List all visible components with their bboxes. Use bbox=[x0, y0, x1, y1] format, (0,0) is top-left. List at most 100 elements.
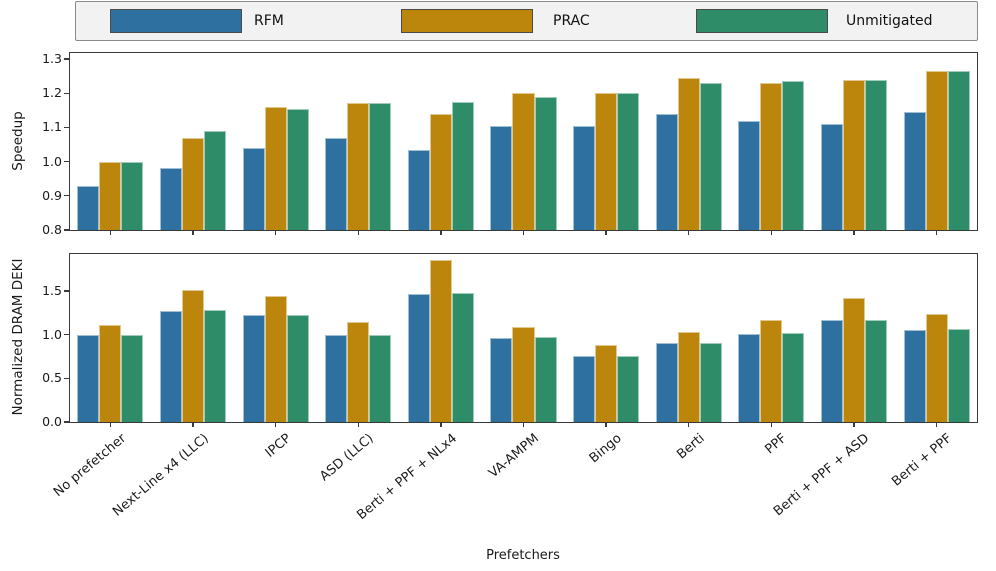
bar-rfm bbox=[573, 355, 596, 422]
bar-rfm bbox=[490, 125, 513, 230]
bar-prac bbox=[677, 332, 700, 422]
x-tick-mark bbox=[357, 422, 359, 427]
bar-prac bbox=[264, 296, 287, 422]
bar-unmitigated bbox=[369, 103, 392, 230]
bar-rfm bbox=[407, 293, 430, 422]
bar-prac bbox=[843, 298, 866, 422]
y-tick-label: 1.0 bbox=[42, 326, 62, 342]
legend-swatch-rfm bbox=[110, 9, 242, 33]
bar-rfm bbox=[655, 343, 678, 422]
bar-prac bbox=[925, 313, 948, 422]
bar-rfm bbox=[820, 123, 844, 230]
bar-rfm bbox=[159, 168, 182, 230]
x-category-label: ASD (LLC) bbox=[317, 431, 377, 485]
x-tick-mark bbox=[522, 230, 525, 235]
bar-prac bbox=[512, 326, 535, 422]
x-category-label: Berti bbox=[674, 431, 708, 463]
bar-rfm bbox=[820, 319, 844, 422]
x-tick-mark bbox=[109, 230, 111, 235]
x-tick-mark bbox=[935, 422, 938, 427]
y-tick-label: 1.0 bbox=[42, 153, 62, 169]
bar-prac bbox=[429, 113, 452, 230]
x-tick-mark bbox=[605, 422, 607, 427]
x-category-label: Bingo bbox=[586, 431, 625, 467]
x-tick-mark bbox=[192, 230, 194, 235]
bar-rfm bbox=[325, 334, 348, 422]
x-tick-mark bbox=[109, 422, 111, 427]
y-tick-mark bbox=[64, 229, 69, 231]
bar-prac bbox=[429, 260, 452, 422]
bar-rfm bbox=[655, 113, 678, 230]
bar-unmitigated bbox=[451, 292, 474, 422]
bar-unmitigated bbox=[947, 70, 970, 230]
bar-prac bbox=[181, 137, 204, 230]
bar-prac bbox=[264, 106, 287, 230]
x-category-label: VA-AMPM bbox=[486, 431, 543, 482]
bar-unmitigated bbox=[782, 332, 805, 422]
bar-rfm bbox=[242, 315, 265, 422]
x-tick-mark bbox=[853, 422, 855, 427]
x-tick-mark bbox=[605, 230, 607, 235]
legend-swatch-prac bbox=[401, 9, 533, 33]
bar-unmitigated bbox=[203, 130, 226, 230]
legend: RFM PRAC Unmitigated bbox=[75, 1, 978, 41]
bar-rfm bbox=[738, 333, 761, 422]
x-tick-mark bbox=[688, 230, 690, 235]
legend-label-rfm: RFM bbox=[254, 13, 284, 29]
x-tick-mark bbox=[522, 422, 525, 427]
x-tick-mark bbox=[853, 230, 855, 235]
bar-rfm bbox=[77, 334, 100, 422]
bar-unmitigated bbox=[534, 96, 557, 230]
speedup-axis-label: Speedup bbox=[10, 111, 26, 171]
y-tick-mark bbox=[64, 290, 69, 292]
x-tick-mark bbox=[274, 422, 277, 427]
y-tick-label: 1.1 bbox=[42, 119, 62, 135]
bar-unmitigated bbox=[121, 334, 144, 422]
y-tick-mark bbox=[64, 334, 69, 336]
bar-rfm bbox=[738, 120, 761, 230]
bar-prac bbox=[99, 325, 122, 422]
x-tick-mark bbox=[440, 422, 442, 427]
bar-prac bbox=[512, 93, 535, 230]
legend-swatch-unmitigated bbox=[696, 9, 828, 33]
bar-rfm bbox=[903, 330, 926, 422]
y-tick-mark bbox=[64, 126, 69, 129]
bar-unmitigated bbox=[699, 343, 722, 422]
y-tick-mark bbox=[64, 58, 69, 60]
x-tick-mark bbox=[274, 230, 277, 235]
bar-unmitigated bbox=[369, 334, 392, 422]
bar-prac bbox=[595, 93, 618, 230]
bar-unmitigated bbox=[782, 81, 805, 230]
bar-rfm bbox=[242, 147, 265, 230]
bar-rfm bbox=[77, 185, 100, 230]
bar-unmitigated bbox=[121, 161, 144, 230]
x-tick-mark bbox=[192, 422, 194, 427]
bar-prac bbox=[347, 103, 370, 230]
bar-rfm bbox=[159, 311, 182, 422]
bar-unmitigated bbox=[617, 93, 640, 230]
bar-unmitigated bbox=[947, 329, 970, 422]
y-tick-mark bbox=[64, 92, 69, 94]
bar-unmitigated bbox=[534, 337, 557, 422]
x-category-label: Berti + PPF bbox=[889, 431, 956, 490]
bar-unmitigated bbox=[203, 310, 226, 422]
x-category-label: IPCP bbox=[262, 431, 295, 461]
bar-prac bbox=[347, 321, 370, 422]
legend-label-prac: PRAC bbox=[553, 13, 590, 29]
y-tick-label: 0.8 bbox=[42, 221, 62, 237]
bar-prac bbox=[843, 79, 866, 230]
bar-rfm bbox=[325, 137, 348, 230]
x-category-label: No prefetcher bbox=[50, 431, 129, 501]
bar-prac bbox=[181, 290, 204, 422]
y-tick-mark bbox=[64, 195, 69, 197]
y-tick-label: 0.9 bbox=[42, 187, 62, 203]
bar-rfm bbox=[407, 149, 430, 230]
bar-unmitigated bbox=[699, 82, 722, 230]
bar-prac bbox=[760, 82, 783, 230]
x-tick-mark bbox=[770, 422, 773, 427]
deki-axis-label: Normalized DRAM DEKI bbox=[10, 258, 26, 416]
y-tick-label: 1.5 bbox=[42, 282, 62, 298]
y-tick-mark bbox=[64, 421, 69, 423]
y-tick-label: 0.0 bbox=[42, 413, 62, 429]
